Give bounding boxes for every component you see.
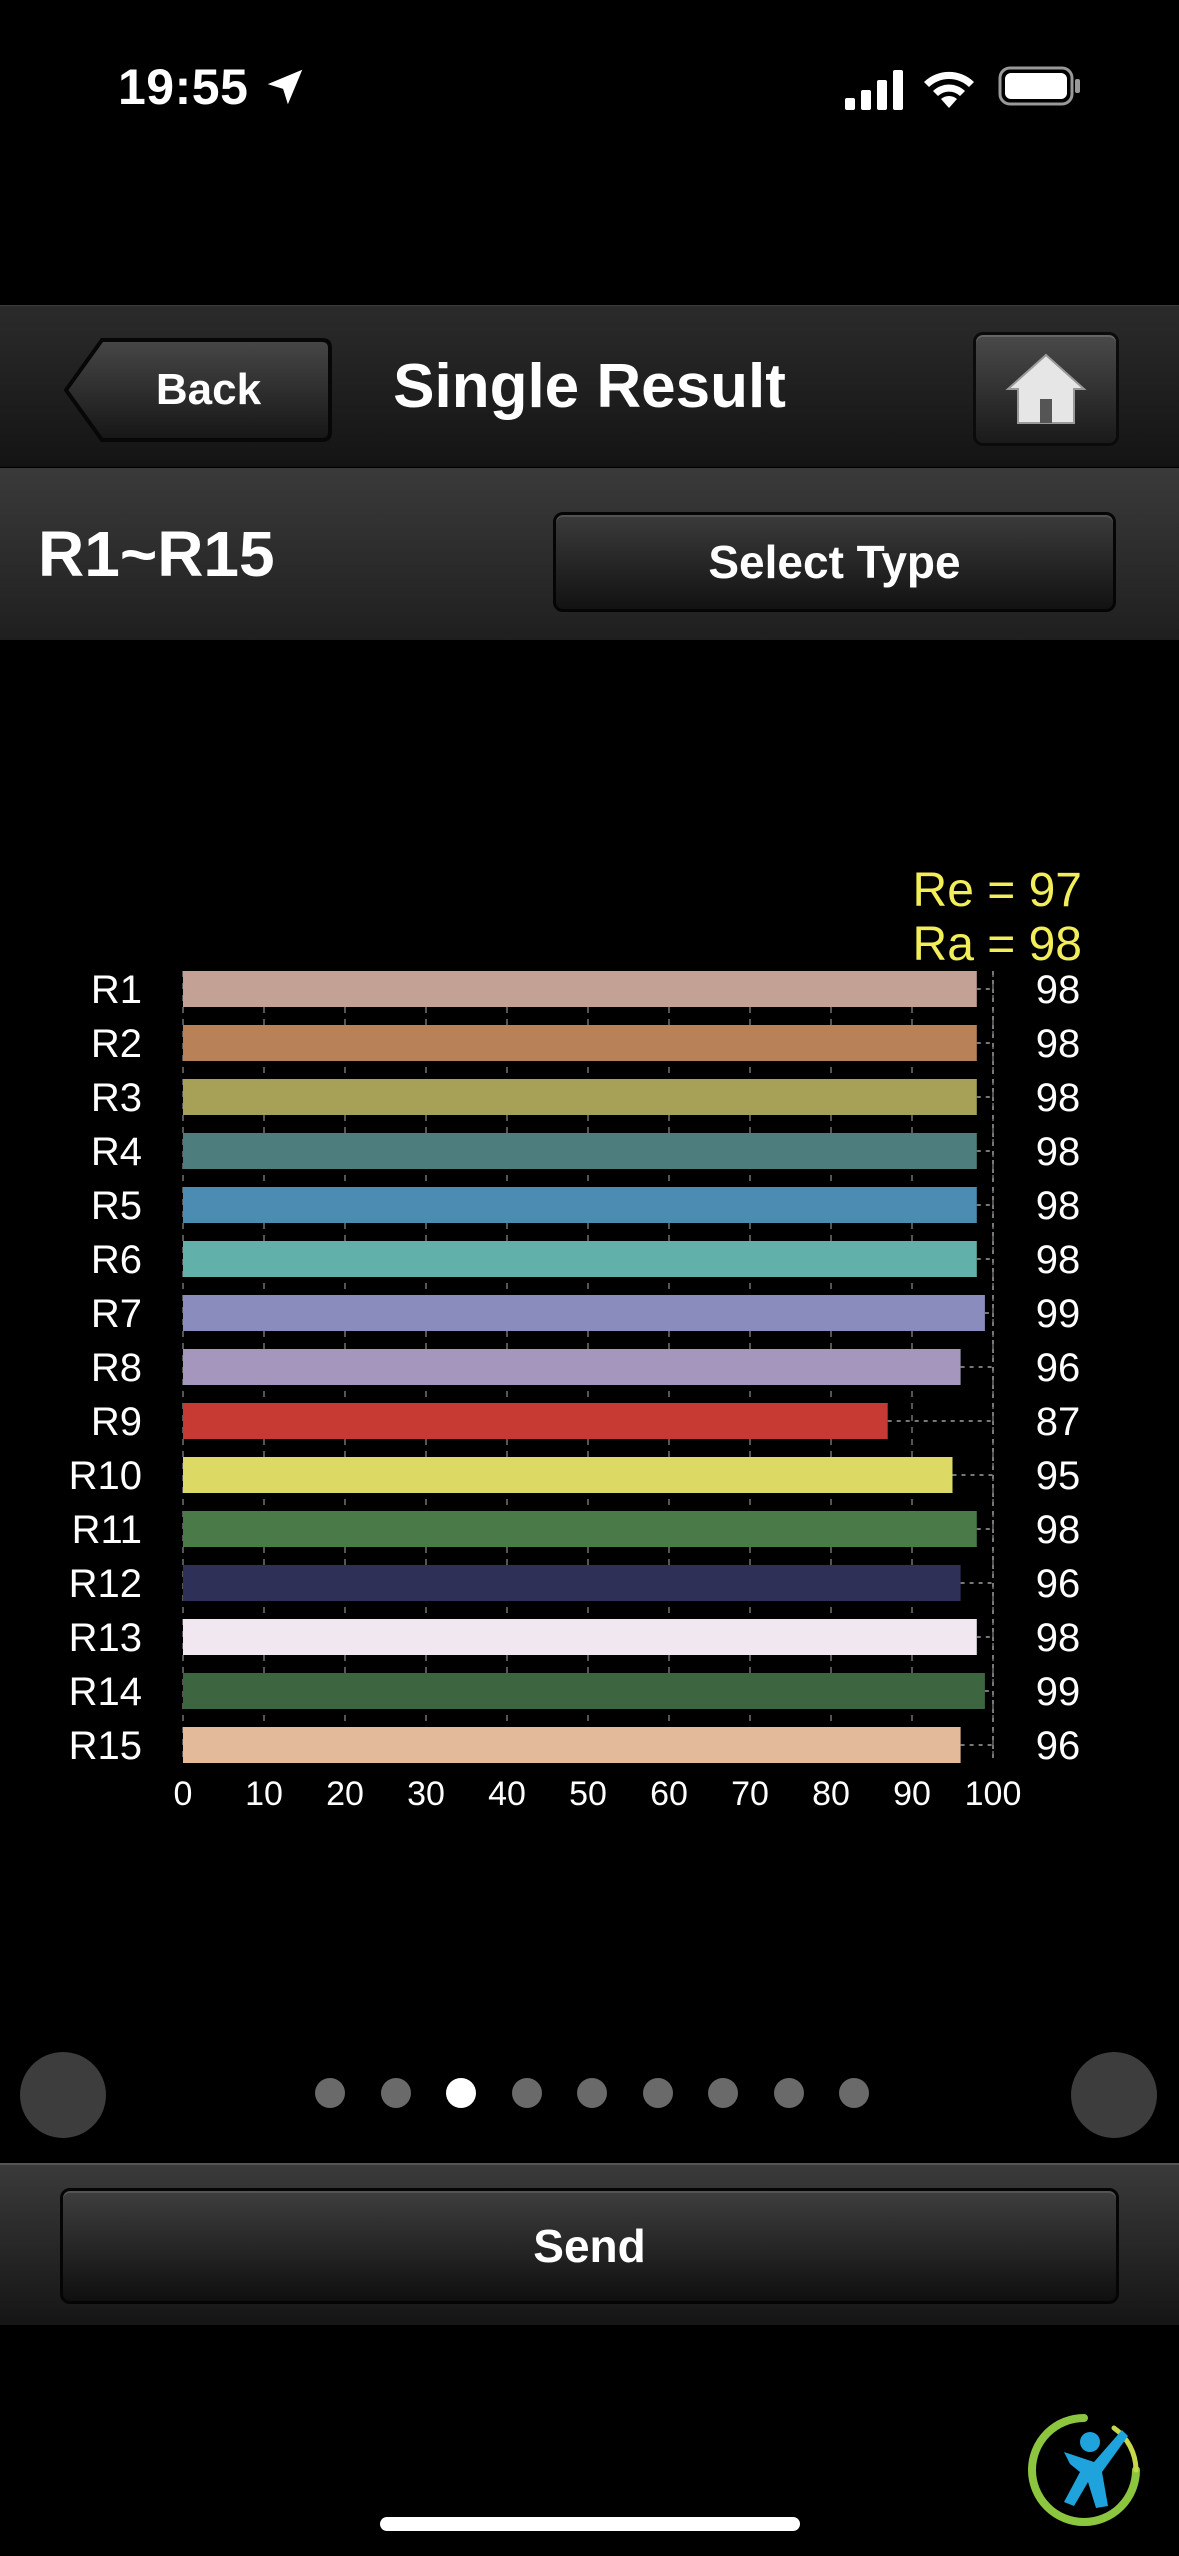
category-label: R4 [91, 1130, 142, 1174]
category-label: R11 [72, 1508, 142, 1552]
x-tick-label: 70 [731, 1775, 769, 1813]
value-label: 96 [1036, 1724, 1081, 1768]
status-time: 19:55 [118, 59, 249, 115]
navigation-bar: Single Result Back [0, 305, 1179, 467]
battery-icon [998, 66, 1080, 106]
next-page-button[interactable] [1071, 2052, 1157, 2138]
x-tick-label: 20 [326, 1775, 364, 1813]
home-indicator [380, 2517, 800, 2531]
bar [183, 1025, 977, 1061]
bar [183, 1511, 977, 1547]
bar [183, 1133, 977, 1169]
x-tick-label: 10 [245, 1775, 283, 1813]
back-button-label: Back [155, 365, 262, 414]
chart-annotation: Re = 97 [913, 864, 1082, 917]
category-label: R12 [69, 1562, 142, 1606]
x-tick-label: 40 [488, 1775, 526, 1813]
bar [183, 1187, 977, 1223]
bar [183, 1295, 985, 1331]
send-bar: Send [0, 2163, 1179, 2325]
category-label: R1 [91, 968, 142, 1012]
value-label: 98 [1036, 1130, 1081, 1174]
brand-logo-icon [1028, 2414, 1140, 2526]
bar [183, 1727, 961, 1763]
page-dot[interactable] [839, 2078, 869, 2108]
category-label: R9 [91, 1400, 142, 1444]
value-label: 98 [1036, 1022, 1081, 1066]
page-dot[interactable] [577, 2078, 607, 2108]
value-label: 98 [1036, 1508, 1081, 1552]
send-button[interactable]: Send [60, 2188, 1119, 2304]
type-bar: R1~R15 Select Type [0, 468, 1179, 640]
bar [183, 1403, 888, 1439]
value-label: 95 [1036, 1454, 1081, 1498]
value-label: 87 [1036, 1400, 1081, 1444]
page-dot[interactable] [511, 2078, 542, 2108]
bar [183, 1673, 985, 1709]
value-label: 98 [1036, 1184, 1081, 1228]
category-label: R13 [69, 1616, 142, 1660]
value-label: 98 [1036, 1238, 1081, 1282]
wifi-icon [924, 71, 974, 108]
x-tick-label: 100 [965, 1775, 1022, 1813]
home-icon [1005, 353, 1087, 424]
page-dot[interactable] [773, 2078, 804, 2108]
bar [183, 1457, 953, 1493]
bar [183, 971, 977, 1007]
x-tick-label: 50 [569, 1775, 607, 1813]
bar [183, 1565, 961, 1601]
range-label: R1~R15 [38, 518, 275, 590]
x-tick-label: 80 [812, 1775, 850, 1813]
x-tick-label: 30 [407, 1775, 445, 1813]
category-label: R7 [91, 1292, 142, 1336]
back-button-shape [64, 338, 332, 442]
value-label: 98 [1036, 968, 1081, 1012]
page-dot[interactable] [446, 2078, 476, 2108]
page-dot[interactable] [380, 2078, 411, 2108]
chart-annotation: Ra = 98 [913, 918, 1082, 971]
value-label: 98 [1036, 1616, 1081, 1660]
bar [183, 1079, 977, 1115]
value-label: 99 [1036, 1292, 1081, 1336]
bar [183, 1349, 961, 1385]
category-label: R6 [91, 1238, 142, 1282]
category-label: R10 [69, 1454, 142, 1498]
status-bar: 19:55 [0, 0, 1179, 180]
home-button[interactable] [973, 332, 1119, 446]
category-label: R14 [69, 1670, 142, 1714]
previous-page-button[interactable] [20, 2052, 106, 2138]
category-label: R15 [69, 1724, 142, 1768]
value-label: 98 [1036, 1076, 1081, 1120]
value-label: 96 [1036, 1346, 1081, 1390]
chart-svg: R1 98 R2 98 R3 98 R4 98 R5 98 R6 98 R7 99 R8 96 R9 87 R10 9… [69, 864, 1082, 1813]
x-tick-label: 90 [893, 1775, 931, 1813]
category-label: R3 [91, 1076, 142, 1120]
page-dot[interactable] [315, 2078, 345, 2108]
page-indicator [0, 2078, 1179, 2114]
x-tick-label: 60 [650, 1775, 688, 1813]
color-rendering-chart: R1 98 R2 98 R3 98 R4 98 R5 98 R6 98 R7 99 R8 96 R9 87 R10 9… [0, 640, 1179, 1840]
x-tick-label: 0 [174, 1775, 193, 1813]
bar [183, 1619, 977, 1655]
page-dot[interactable] [708, 2078, 738, 2108]
select-type-button[interactable]: Select Type [553, 512, 1116, 612]
bar [183, 1241, 977, 1277]
page-dot[interactable] [642, 2078, 673, 2108]
category-label: R2 [91, 1022, 142, 1066]
category-label: R8 [91, 1346, 142, 1390]
category-label: R5 [91, 1184, 142, 1228]
value-label: 99 [1036, 1670, 1081, 1714]
back-button[interactable]: Back [64, 336, 334, 444]
cellular-signal-icon [845, 70, 903, 110]
value-label: 96 [1036, 1562, 1081, 1606]
location-arrow-icon [267, 69, 303, 105]
